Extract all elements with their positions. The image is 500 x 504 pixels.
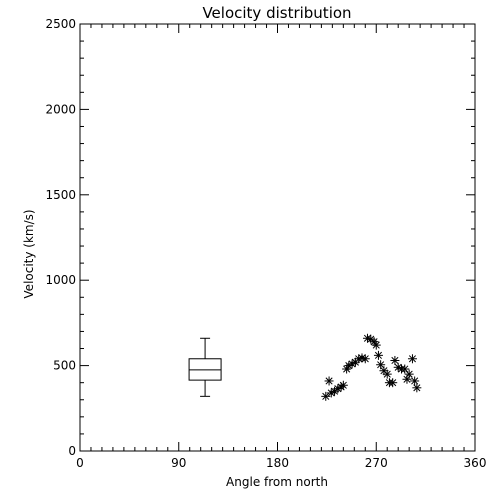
asterisk-stroke [370,338,378,346]
asterisk-stroke [389,379,397,387]
x-tick-label: 270 [365,456,388,470]
asterisk-stroke [408,355,417,363]
asterisk-stroke [394,363,402,371]
scatter-point [407,354,417,364]
y-tick-label: 1500 [45,188,76,202]
asterisk-stroke [339,381,347,389]
asterisk-stroke [405,370,413,378]
asterisk-stroke [413,384,421,392]
x-axis-label: Angle from north [226,475,328,489]
asterisk-stroke [374,351,382,359]
x-tick-label: 180 [266,456,289,470]
asterisk-stroke [372,341,380,349]
scatter-point [382,369,392,379]
asterisk-stroke [358,354,366,362]
scatter-point [412,383,422,393]
asterisk-stroke [380,367,388,375]
scatter-point [400,364,410,374]
axis-ticks [79,23,476,452]
scatter-point [390,355,400,365]
x-tick-label: 0 [76,456,84,470]
scatter-point [321,391,331,401]
scatter-points [321,333,422,401]
chart-title: Velocity distribution [202,4,351,22]
scatter-point [324,376,334,386]
y-tick-label: 1000 [45,273,76,287]
y-axis-label: Velocity (km/s) [22,209,36,298]
y-tick-label: 0 [68,444,76,458]
asterisk-stroke [363,334,372,342]
scatter-point [404,369,414,379]
asterisk-stroke [325,377,333,385]
boxplot [188,337,222,397]
tick-labels: 0 90 180 270 360 0 500 1000 1500 2000 2500 [45,17,486,470]
scatter-point [338,380,348,390]
asterisk-stroke [367,335,375,343]
scatter-point [360,354,370,364]
scatter-point [376,360,386,370]
y-tick-label: 500 [53,359,76,373]
asterisk-stroke [411,377,419,385]
asterisk-stroke [401,365,409,373]
scatter-point [371,340,381,350]
x-tick-label: 360 [464,456,487,470]
scatter-point [388,378,398,388]
asterisk-stroke [383,370,391,378]
y-tick-label: 2500 [45,17,76,31]
asterisk-stroke [391,356,399,365]
x-tick-label: 90 [171,456,186,470]
asterisk-stroke [322,392,330,400]
scatter-point [410,376,420,386]
y-tick-label: 2000 [45,102,76,116]
scatter-point [373,350,383,360]
asterisk-stroke [361,355,369,363]
asterisk-stroke [377,361,385,369]
